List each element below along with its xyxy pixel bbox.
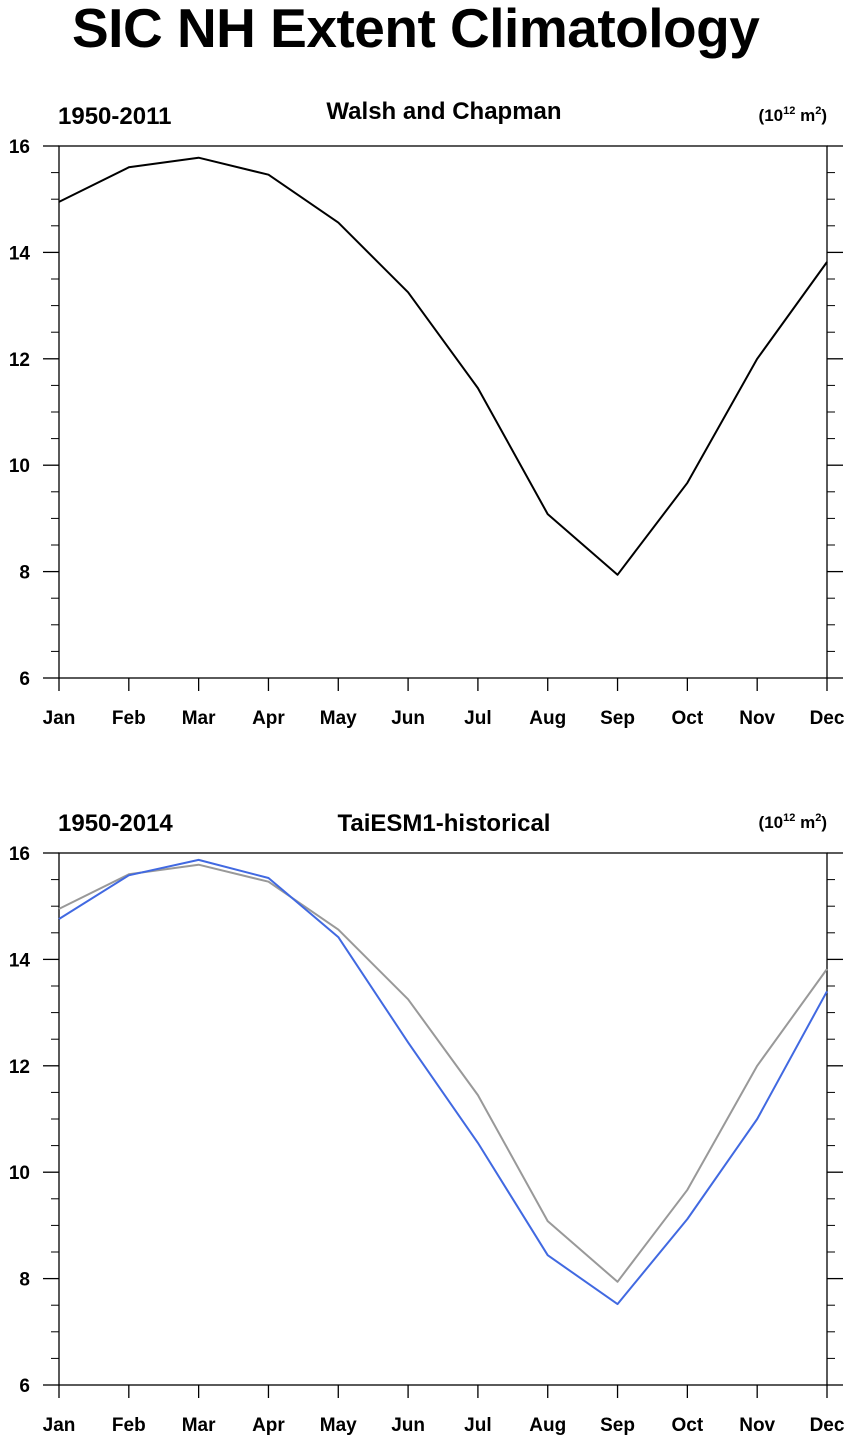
plot-area: Jan Feb Mar Apr May Jun Jul Aug Sep Oct Nov Dec 6 8 10… — [9, 844, 845, 1436]
x-tick-label: Apr — [252, 1415, 285, 1436]
x-tick-label: Nov — [739, 1415, 775, 1436]
y-tick-label: 14 — [9, 243, 31, 264]
x-tick-label: Feb — [112, 708, 146, 729]
y-tick-label: 6 — [19, 669, 30, 690]
x-tick-label: Jul — [464, 708, 491, 729]
page-title: SIC NH Extent Climatology — [72, 0, 760, 59]
y-tick-label: 10 — [9, 456, 30, 477]
x-tick-label: Apr — [252, 708, 285, 729]
units-label: (1012 m2) — [759, 812, 827, 832]
x-tick-label: Mar — [182, 1415, 216, 1436]
x-tick-label: Nov — [739, 708, 775, 729]
y-tick-label: 10 — [9, 1163, 30, 1184]
chart-panel-1: 1950-2011 Walsh and Chapman (1012 m2) Ja… — [9, 98, 845, 729]
x-tick-label: Sep — [600, 708, 635, 729]
x-tick-label: Feb — [112, 1415, 146, 1436]
x-tick-label: Jun — [391, 708, 425, 729]
plot-frame — [58, 145, 828, 679]
x-tick-label: Oct — [672, 1415, 704, 1436]
x-tick-label: Dec — [810, 1415, 845, 1436]
x-tick-label: Aug — [529, 708, 566, 729]
period-label: 1950-2014 — [58, 810, 173, 837]
y-tick-label: 8 — [19, 563, 30, 584]
x-tick-label: Sep — [600, 1415, 635, 1436]
plot-area: Jan Feb Mar Apr May Jun Jul Aug Sep Oct Nov Dec 6 8 10… — [9, 137, 845, 729]
x-tick-label: Jan — [43, 1415, 76, 1436]
series-line-2 — [58, 858, 828, 1306]
plot-frame — [58, 852, 828, 1386]
y-tick-label: 14 — [9, 950, 31, 971]
chart-title: TaiESM1-historical — [338, 810, 551, 837]
chart-panel-2: 1950-2014 TaiESM1-historical (1012 m2) J… — [9, 810, 845, 1436]
x-tick-label: Dec — [810, 708, 845, 729]
x-tick-label: May — [320, 1415, 357, 1436]
y-tick-label: 8 — [19, 1270, 30, 1291]
x-tick-label: Jun — [391, 1415, 425, 1436]
units-label: (1012 m2) — [759, 105, 827, 125]
y-tick-label: 12 — [9, 1057, 30, 1078]
y-tick-label: 6 — [19, 1376, 30, 1397]
x-tick-label: Oct — [672, 708, 704, 729]
x-tick-label: Mar — [182, 708, 216, 729]
series-line-1 — [58, 863, 828, 1283]
y-tick-label: 16 — [9, 844, 30, 865]
chart-title: Walsh and Chapman — [326, 98, 561, 125]
y-tick-label: 12 — [9, 350, 30, 371]
x-tick-label: May — [320, 708, 357, 729]
period-label: 1950-2011 — [58, 103, 171, 130]
x-tick-label: Aug — [529, 1415, 566, 1436]
x-tick-label: Jan — [43, 708, 76, 729]
series-line-1 — [58, 156, 828, 576]
y-tick-label: 16 — [9, 137, 30, 158]
x-tick-label: Jul — [464, 1415, 491, 1436]
